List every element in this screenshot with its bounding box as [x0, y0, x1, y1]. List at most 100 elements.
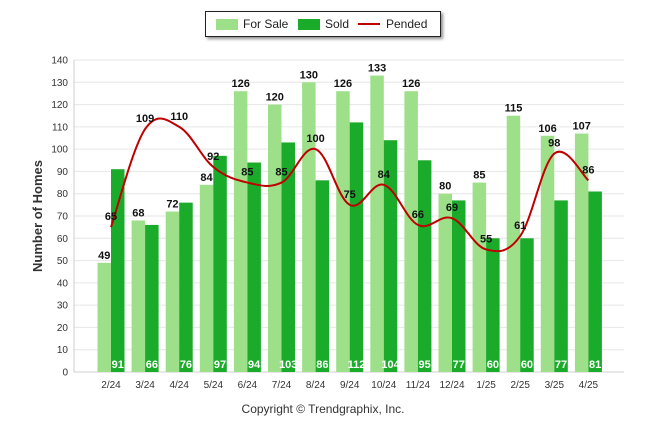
data-label-for-sale: 106	[538, 123, 556, 135]
x-tick-label: 4/25	[579, 380, 599, 391]
bar-for-sale	[199, 184, 214, 372]
data-label-sold: 91	[112, 359, 124, 371]
data-label-sold: 60	[487, 359, 499, 371]
data-label-for-sale: 126	[402, 78, 420, 90]
data-label-pended: 69	[446, 202, 458, 214]
pended-line-layer: 65 109 110 92 85 85 100 75 84 66 69 55 61 98 86	[105, 111, 595, 253]
pended-swatch	[358, 23, 380, 25]
data-label-for-sale: 126	[334, 78, 352, 90]
bar-sold	[520, 238, 534, 372]
legend: For Sale Sold Pended	[205, 11, 441, 37]
bar-sold	[213, 155, 227, 372]
y-tick-label: 0	[62, 368, 68, 379]
x-tick-label: 3/25	[545, 380, 565, 391]
bar-sold	[486, 238, 500, 372]
data-label-for-sale: 120	[266, 92, 284, 104]
data-label-for-sale: 49	[98, 250, 110, 262]
legend-label-sold: Sold	[325, 17, 350, 31]
bar-sold	[383, 140, 398, 372]
y-tick-label: 80	[57, 189, 69, 200]
bar-for-sale	[302, 82, 316, 373]
for-sale-swatch	[216, 18, 238, 30]
bar-sold	[179, 202, 193, 372]
legend-item-sold: Sold	[298, 12, 349, 36]
data-label-for-sale: 115	[505, 103, 523, 115]
data-label-sold: 94	[248, 359, 261, 371]
y-tick-label: 90	[57, 167, 69, 178]
data-label-pended: 66	[412, 209, 424, 221]
legend-item-pended: Pended	[358, 12, 427, 36]
bar-sold	[554, 200, 568, 372]
data-label-sold: 103	[279, 359, 297, 371]
data-label-pended: 85	[241, 167, 253, 179]
data-label-sold: 104	[381, 359, 400, 371]
y-tick-label: 30	[57, 301, 69, 312]
x-tick-label: 10/24	[371, 380, 396, 391]
bar-for-sale	[97, 262, 111, 372]
bar-sold	[452, 200, 466, 372]
data-label-pended: 85	[275, 167, 287, 179]
y-tick-label: 60	[57, 234, 69, 245]
y-tick-label: 40	[57, 278, 69, 289]
data-label-for-sale: 72	[166, 199, 178, 211]
y-tick-labels: 0 10 20 30 40 50 60 70 80 90 100 110 120 130 140	[51, 56, 68, 379]
bar-sold	[349, 122, 364, 373]
sold-swatch	[298, 18, 320, 30]
data-label-for-sale: 130	[300, 69, 318, 81]
x-tick-labels: 2/24 3/24 4/24 5/24 6/24 7/24 8/24 9/24 10/24 11/…	[101, 380, 598, 391]
bar-for-sale	[574, 133, 589, 372]
x-tick-label: 11/24	[406, 380, 431, 391]
data-label-pended: 55	[480, 233, 492, 245]
data-label-sold: 97	[214, 359, 226, 371]
data-label-sold: 76	[180, 359, 192, 371]
legend-label-pended: Pended	[386, 17, 428, 31]
data-label-for-sale: 80	[439, 181, 451, 193]
bar-for-sale	[540, 135, 555, 372]
data-label-pended: 92	[207, 151, 219, 163]
y-tick-label: 70	[57, 212, 69, 223]
x-tick-label: 5/24	[204, 380, 224, 391]
data-label-pended: 61	[514, 220, 526, 232]
legend-item-for-sale: For Sale	[216, 12, 288, 36]
y-tick-label: 100	[51, 145, 68, 156]
bar-sold	[111, 169, 125, 372]
x-tick-label: 6/24	[238, 380, 258, 391]
bar-for-sale	[131, 220, 146, 372]
x-tick-label: 4/24	[169, 380, 189, 391]
y-tick-label: 120	[51, 100, 68, 111]
data-label-for-sale: 133	[368, 63, 386, 75]
bar-for-sale	[336, 91, 350, 372]
bars	[97, 75, 602, 373]
data-label-pended: 65	[105, 211, 117, 223]
data-label-pended: 84	[378, 169, 391, 181]
copyright-text: Copyright © Trendgraphix, Inc.	[241, 402, 405, 416]
bar-sold	[417, 160, 432, 372]
data-label-sold: 86	[316, 359, 328, 371]
bar-for-sale	[472, 182, 487, 372]
x-tick-label: 7/24	[272, 380, 292, 391]
data-label-for-sale: 126	[231, 78, 249, 90]
pended-line	[110, 117, 590, 253]
data-label-sold: 66	[146, 359, 158, 371]
x-tick-label: 8/24	[306, 380, 326, 391]
data-label-sold: 60	[521, 359, 533, 371]
data-label-for-sale: 84	[200, 172, 213, 184]
x-tick-label: 9/24	[340, 380, 360, 391]
bar-for-sale	[268, 104, 282, 373]
y-axis-label: Number of Homes	[30, 160, 45, 272]
data-label-pended: 100	[306, 133, 324, 145]
y-tick-label: 130	[51, 78, 68, 89]
data-label-for-sale: 68	[132, 207, 144, 219]
bar-sold	[145, 224, 159, 372]
x-tick-label: 3/24	[135, 380, 155, 391]
data-label-sold: 81	[589, 359, 601, 371]
bar-sold	[281, 142, 295, 372]
data-label-for-sale: 85	[473, 170, 485, 182]
data-label-pended: 110	[170, 111, 188, 123]
bar-sold	[315, 180, 330, 372]
bar-sold	[247, 162, 261, 372]
data-label-sold: 77	[453, 359, 465, 371]
bar-for-sale	[233, 91, 248, 372]
data-label-pended: 109	[136, 113, 154, 125]
